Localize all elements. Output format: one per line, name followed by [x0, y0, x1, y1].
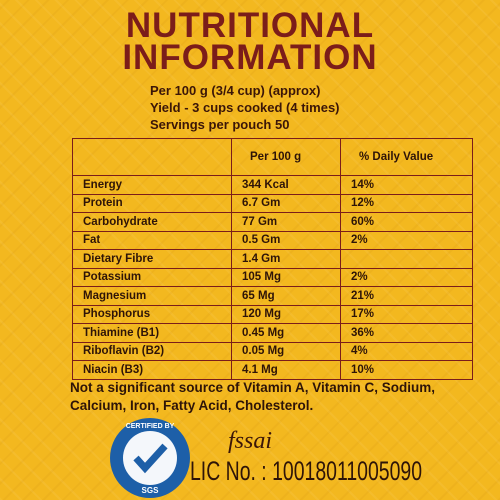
daily-value: 14% [340, 175, 473, 195]
header-cell: Per 100 g [231, 138, 341, 176]
amount: 344 Kcal [231, 175, 341, 195]
badge-text: CERTIFIED BY [126, 423, 175, 430]
nutrient-name: Thiamine (B1) [72, 323, 232, 343]
nutrient-row: Potassium 105 Mg 2% [72, 267, 473, 287]
header-row: Per 100 g % Daily Value [72, 138, 473, 176]
daily-value [340, 249, 473, 269]
nutrient-name: Niacin (B3) [72, 360, 232, 380]
nutrient-row: Fat 0.5 Gm 2% [72, 230, 473, 250]
serving-info: Servings per pouch 50 [150, 117, 290, 132]
check-mark [133, 443, 168, 474]
nutrient-name: Riboflavin (B2) [72, 341, 232, 361]
amount: 1.4 Gm [231, 249, 341, 269]
nutrient-row: Protein 6.7 Gm 12% [72, 193, 473, 213]
nutrient-name: Dietary Fibre [72, 249, 232, 269]
nutrient-name: Phosphorus [72, 304, 232, 324]
amount: 0.5 Gm [231, 230, 341, 250]
daily-value: 2% [340, 230, 473, 250]
header-cell [72, 138, 232, 176]
daily-value: 36% [340, 323, 473, 343]
nutrient-row: Carbohydrate 77 Gm 60% [72, 212, 473, 232]
nutrient-name: Carbohydrate [72, 212, 232, 232]
serving-info: Per 100 g (3/4 cup) (approx) [150, 83, 321, 98]
nutrient-name: Potassium [72, 267, 232, 287]
amount: 0.45 Mg [231, 323, 341, 343]
nutrient-name: Fat [72, 230, 232, 250]
amount: 120 Mg [231, 304, 341, 324]
certification-badge: CERTIFIED BY SGS [110, 418, 190, 498]
nutrient-row: Phosphorus 120 Mg 17% [72, 304, 473, 324]
amount: 65 Mg [231, 286, 341, 306]
note: Not a significant source of Vitamin A, V… [70, 380, 436, 413]
nutrient-row: Riboflavin (B2) 0.05 Mg 4% [72, 341, 473, 361]
amount: 6.7 Gm [231, 193, 341, 213]
daily-value: 12% [340, 193, 473, 213]
title-line: NUTRITIONAL [125, 6, 375, 45]
nutrient-row: Thiamine (B1) 0.45 Mg 36% [72, 323, 473, 343]
nutrient-name: Energy [72, 175, 232, 195]
daily-value: 21% [340, 286, 473, 306]
amount: 77 Gm [231, 212, 341, 232]
amount: 105 Mg [231, 267, 341, 287]
nutrient-name: Protein [72, 193, 232, 213]
nutrient-row: Energy 344 Kcal 14% [72, 175, 473, 195]
amount: 4.1 Mg [231, 360, 341, 380]
nutrient-row: Niacin (B3) 4.1 Mg 10% [72, 360, 473, 380]
nutrient-row: Dietary Fibre 1.4 Gm [72, 249, 473, 269]
nutrient-name: Magnesium [72, 286, 232, 306]
daily-value: 4% [340, 341, 473, 361]
daily-value: 2% [340, 267, 473, 287]
daily-value: 17% [340, 304, 473, 324]
amount: 0.05 Mg [231, 341, 341, 361]
daily-value: 10% [340, 360, 473, 380]
title-line: INFORMATION [122, 38, 378, 77]
header-cell: % Daily Value [340, 138, 473, 176]
nutrient-row: Magnesium 65 Mg 21% [72, 286, 473, 306]
daily-value: 60% [340, 212, 473, 232]
nutrition-table: Per 100 g % Daily Value Energy 344 Kcal 14… [72, 138, 473, 380]
badge-text: SGS [142, 486, 160, 495]
fssai-logo: fssai [228, 428, 273, 454]
license-number: LIC No. : 10018011005090 [190, 456, 423, 486]
serving-info: Yield - 3 cups cooked (4 times) [150, 100, 340, 115]
